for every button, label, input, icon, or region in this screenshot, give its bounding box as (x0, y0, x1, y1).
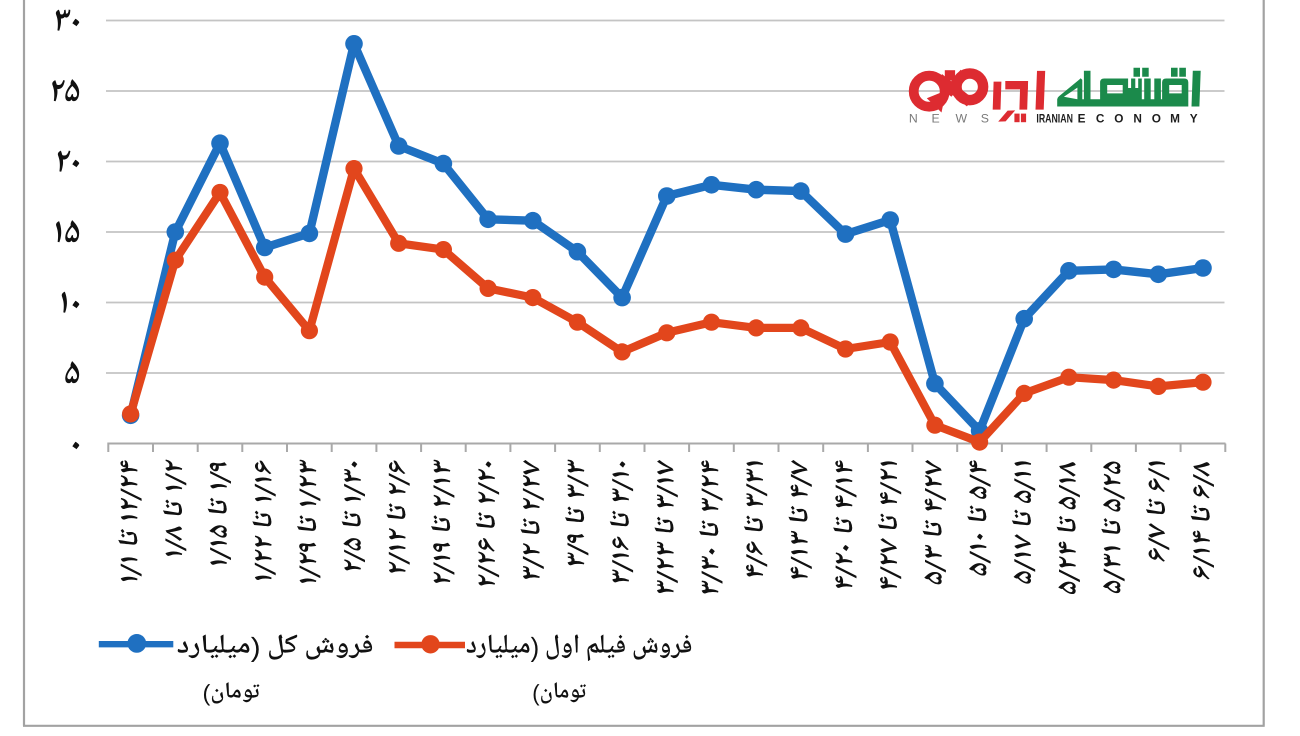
svg-text:M: M (1170, 111, 1180, 125)
svg-text:E: E (931, 111, 939, 125)
svg-text:E: E (1078, 111, 1086, 125)
svg-text:W: W (955, 111, 967, 125)
svg-text:IRANIAN: IRANIAN (1036, 111, 1073, 125)
svg-text:N: N (1133, 111, 1142, 125)
svg-text:S: S (981, 111, 989, 125)
svg-text:C: C (1096, 111, 1105, 125)
svg-text:N: N (909, 111, 918, 125)
svg-text:O: O (1114, 111, 1123, 125)
svg-text:O: O (1152, 111, 1161, 125)
svg-text:Y: Y (1190, 111, 1198, 125)
